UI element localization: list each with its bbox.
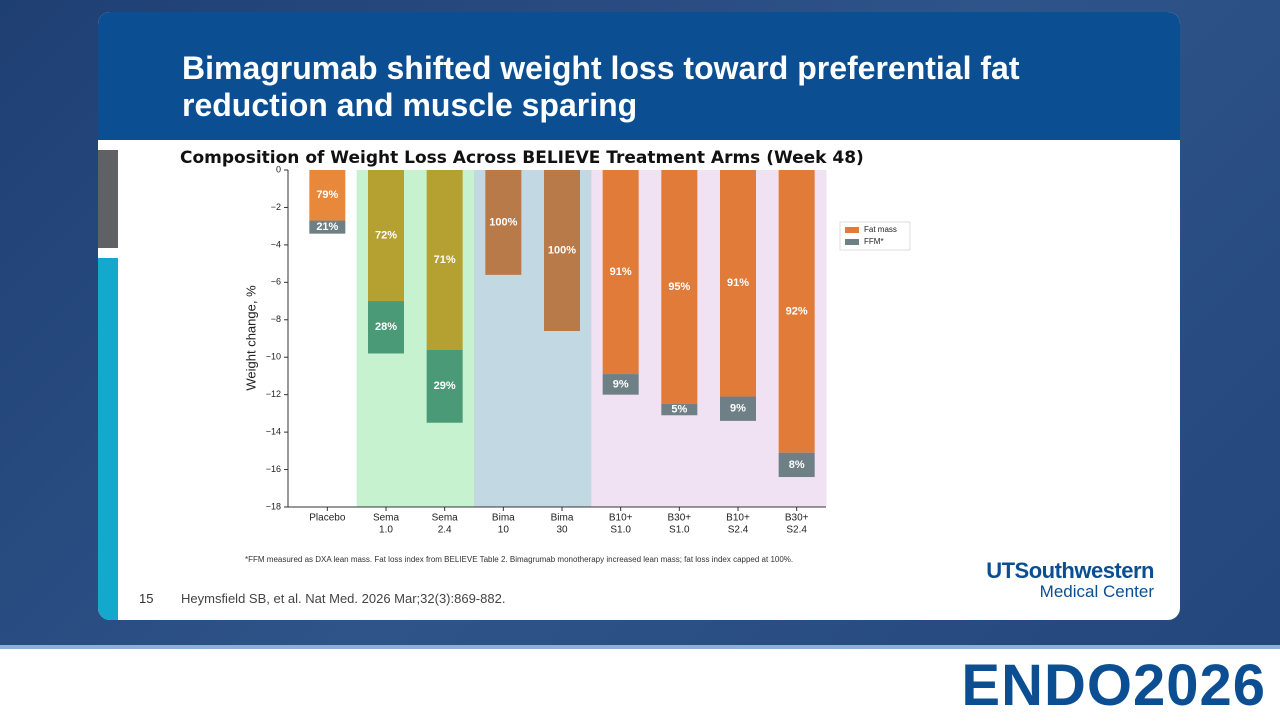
- accent-bar: [98, 150, 118, 248]
- slide-title: Bimagrumab shifted weight loss toward pr…: [182, 50, 1020, 123]
- bar-segment: [485, 170, 522, 275]
- segment-label: 8%: [789, 459, 805, 471]
- x-tick-label: B10+: [726, 513, 750, 524]
- segment-label: 9%: [730, 403, 746, 415]
- bar-segment: [368, 170, 404, 302]
- segment-label: 92%: [786, 305, 808, 317]
- slide-header: [98, 12, 1180, 140]
- x-tick-label: 1.0: [379, 525, 393, 536]
- x-tick-label: S1.0: [610, 525, 631, 536]
- slide-number: 15: [139, 591, 154, 606]
- legend-box: [839, 221, 911, 251]
- event-logo: ENDO2026: [961, 653, 1266, 718]
- segment-label: 91%: [610, 266, 632, 278]
- y-tick-label: −16: [266, 464, 281, 474]
- bar-segment: [544, 170, 580, 332]
- logo-text: UTSouthwestern: [986, 558, 1154, 583]
- x-tick-label: B30+: [668, 513, 692, 524]
- x-tick-label: Bima: [551, 513, 574, 524]
- y-tick-label: −18: [266, 501, 281, 511]
- bar-segment: [778, 170, 815, 453]
- segment-label: 21%: [316, 221, 338, 233]
- segment-label: 29%: [434, 380, 456, 392]
- segment-label: 91%: [727, 277, 749, 289]
- x-tick-label: B30+: [785, 513, 809, 524]
- footnote: *FFM measured as DXA lean mass. Fat loss…: [245, 555, 793, 564]
- bar-segment: [720, 396, 756, 421]
- legend-swatch: [845, 227, 859, 233]
- footer-band: [0, 645, 1280, 724]
- y-tick-label: −10: [266, 352, 281, 362]
- x-tick-label: 2.4: [438, 525, 452, 536]
- x-tick-label: S2.4: [728, 525, 749, 536]
- y-tick-label: −6: [271, 277, 281, 287]
- y-tick-label: −12: [266, 389, 281, 399]
- accent-bar: [98, 258, 118, 620]
- legend-label: FFM*: [864, 237, 884, 246]
- segment-label: 71%: [434, 254, 456, 266]
- x-tick-label: S2.4: [786, 525, 807, 536]
- bar-segment: [778, 452, 815, 478]
- legend-swatch: [845, 239, 859, 245]
- citation: Heymsfield SB, et al. Nat Med. 2026 Mar;…: [181, 591, 506, 606]
- segment-label: 79%: [316, 189, 338, 201]
- legend-label: Fat mass: [864, 225, 897, 234]
- bar-segment: [720, 170, 756, 397]
- bar-segment: [602, 374, 639, 395]
- x-tick-label: Sema: [373, 513, 400, 524]
- bar-segment: [602, 170, 639, 375]
- y-tick-label: 0: [276, 164, 281, 174]
- bar-segment: [309, 170, 346, 221]
- y-tick-label: −4: [271, 239, 281, 249]
- x-tick-label: Placebo: [309, 513, 346, 524]
- y-tick-label: −2: [271, 202, 281, 212]
- chart-title: Composition of Weight Loss Across BELIEV…: [180, 148, 864, 168]
- y-axis-label: Weight change, %: [243, 285, 258, 391]
- segment-label: 95%: [668, 281, 690, 293]
- y-tick-label: −14: [266, 426, 281, 436]
- slide: Bimagrumab shifted weight loss toward pr…: [98, 12, 1180, 620]
- x-tick-label: 30: [556, 525, 568, 536]
- segment-label: 9%: [613, 378, 629, 390]
- segment-label: 28%: [375, 321, 397, 333]
- bar-segment: [426, 349, 463, 423]
- bar-segment: [661, 170, 698, 405]
- segment-label: 100%: [489, 216, 517, 228]
- bar-segment: [368, 301, 404, 354]
- x-tick-label: B10+: [609, 513, 633, 524]
- bar-segment: [661, 404, 698, 416]
- x-tick-label: Sema: [432, 513, 459, 524]
- segment-label: 5%: [671, 404, 687, 416]
- y-tick-label: −8: [271, 314, 281, 324]
- segment-label: 100%: [548, 244, 576, 256]
- x-tick-label: 10: [498, 525, 510, 536]
- bar-segment: [426, 170, 463, 350]
- x-tick-label: S1.0: [669, 525, 690, 536]
- bar-segment: [309, 220, 346, 234]
- segment-label: 72%: [375, 229, 397, 241]
- logo-text: Medical Center: [1039, 582, 1154, 601]
- x-tick-label: Bima: [492, 513, 515, 524]
